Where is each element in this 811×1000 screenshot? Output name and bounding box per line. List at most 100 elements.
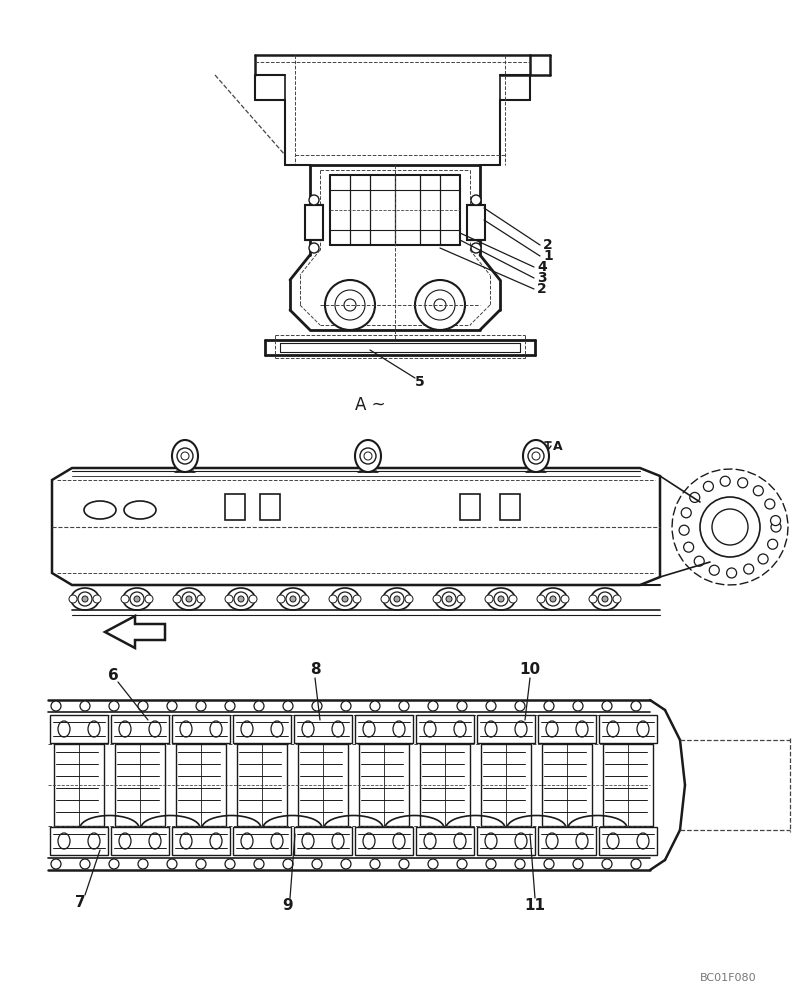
Ellipse shape [148, 833, 161, 849]
Circle shape [630, 859, 640, 869]
Ellipse shape [636, 833, 648, 849]
Bar [115, 744, 165, 826]
Circle shape [138, 859, 148, 869]
Circle shape [545, 592, 560, 606]
Circle shape [527, 448, 543, 464]
Bar [305, 205, 323, 240]
Ellipse shape [302, 833, 314, 849]
Ellipse shape [148, 721, 161, 737]
Circle shape [493, 592, 508, 606]
Text: 2: 2 [536, 282, 546, 296]
Circle shape [719, 476, 729, 486]
Circle shape [311, 859, 322, 869]
Ellipse shape [210, 833, 221, 849]
Circle shape [432, 595, 440, 603]
Ellipse shape [453, 721, 466, 737]
Ellipse shape [363, 833, 375, 849]
Ellipse shape [241, 833, 253, 849]
Ellipse shape [545, 833, 557, 849]
Ellipse shape [180, 833, 191, 849]
Circle shape [743, 564, 753, 574]
Bar [538, 827, 595, 855]
Bar [538, 715, 595, 743]
Ellipse shape [522, 440, 548, 472]
Circle shape [283, 701, 293, 711]
Circle shape [328, 595, 337, 603]
Circle shape [398, 701, 409, 711]
Circle shape [290, 596, 296, 602]
Ellipse shape [271, 833, 283, 849]
Circle shape [486, 859, 496, 869]
Ellipse shape [423, 833, 436, 849]
Bar [111, 715, 169, 743]
Circle shape [770, 516, 779, 526]
Circle shape [254, 859, 264, 869]
Circle shape [497, 596, 504, 602]
Circle shape [398, 859, 409, 869]
Bar [603, 744, 652, 826]
Ellipse shape [119, 833, 131, 849]
Bar [298, 744, 348, 826]
Circle shape [370, 859, 380, 869]
Text: 11: 11 [524, 898, 545, 913]
Bar [599, 827, 656, 855]
Ellipse shape [607, 833, 618, 849]
Circle shape [69, 595, 77, 603]
Circle shape [359, 448, 375, 464]
Circle shape [405, 595, 413, 603]
Ellipse shape [487, 588, 514, 610]
Bar [500, 494, 519, 520]
Ellipse shape [514, 721, 526, 737]
Ellipse shape [58, 721, 70, 737]
Polygon shape [105, 616, 165, 648]
Ellipse shape [88, 833, 100, 849]
Circle shape [708, 565, 719, 575]
Ellipse shape [539, 588, 566, 610]
Ellipse shape [241, 721, 253, 737]
Circle shape [311, 701, 322, 711]
Ellipse shape [484, 833, 496, 849]
Circle shape [393, 596, 400, 602]
Circle shape [693, 556, 703, 566]
Text: 5: 5 [414, 375, 424, 389]
Circle shape [309, 195, 319, 205]
Circle shape [82, 596, 88, 602]
Bar [599, 715, 656, 743]
Ellipse shape [332, 721, 344, 737]
Text: 1: 1 [543, 249, 552, 263]
Bar [358, 744, 409, 826]
Circle shape [167, 701, 177, 711]
Circle shape [353, 595, 361, 603]
Bar [294, 715, 351, 743]
Ellipse shape [172, 440, 198, 472]
Polygon shape [52, 468, 659, 585]
Circle shape [457, 595, 465, 603]
Bar [50, 715, 108, 743]
Bar [476, 715, 534, 743]
Ellipse shape [393, 833, 405, 849]
Bar [176, 744, 225, 826]
Circle shape [445, 596, 452, 602]
Ellipse shape [435, 588, 462, 610]
Bar [460, 494, 479, 520]
Circle shape [457, 859, 466, 869]
Bar [466, 205, 484, 240]
Circle shape [560, 595, 569, 603]
Circle shape [601, 596, 607, 602]
Circle shape [80, 701, 90, 711]
Circle shape [234, 592, 247, 606]
Bar [541, 744, 591, 826]
Ellipse shape [590, 588, 618, 610]
Text: A: A [552, 440, 562, 452]
Circle shape [470, 243, 480, 253]
Circle shape [753, 486, 762, 496]
Ellipse shape [119, 721, 131, 737]
Circle shape [182, 592, 195, 606]
Ellipse shape [58, 833, 70, 849]
Bar [354, 715, 413, 743]
Bar [419, 744, 470, 826]
Circle shape [173, 595, 181, 603]
Ellipse shape [180, 721, 191, 737]
Ellipse shape [88, 721, 100, 737]
Text: 8: 8 [309, 662, 320, 678]
